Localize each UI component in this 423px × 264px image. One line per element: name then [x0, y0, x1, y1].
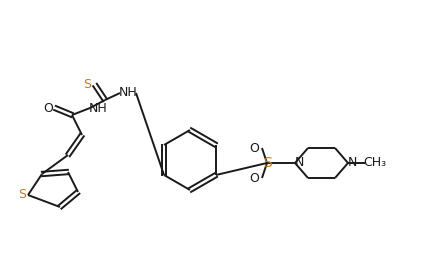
- Text: O: O: [249, 142, 259, 154]
- Text: S: S: [83, 78, 91, 92]
- Text: O: O: [43, 101, 53, 115]
- Text: O: O: [249, 172, 259, 185]
- Text: N: N: [347, 157, 357, 169]
- Text: NH: NH: [89, 101, 107, 115]
- Text: S: S: [18, 188, 26, 201]
- Text: N: N: [294, 157, 304, 169]
- Text: S: S: [263, 156, 272, 170]
- Text: NH: NH: [118, 87, 137, 100]
- Text: CH₃: CH₃: [363, 157, 387, 169]
